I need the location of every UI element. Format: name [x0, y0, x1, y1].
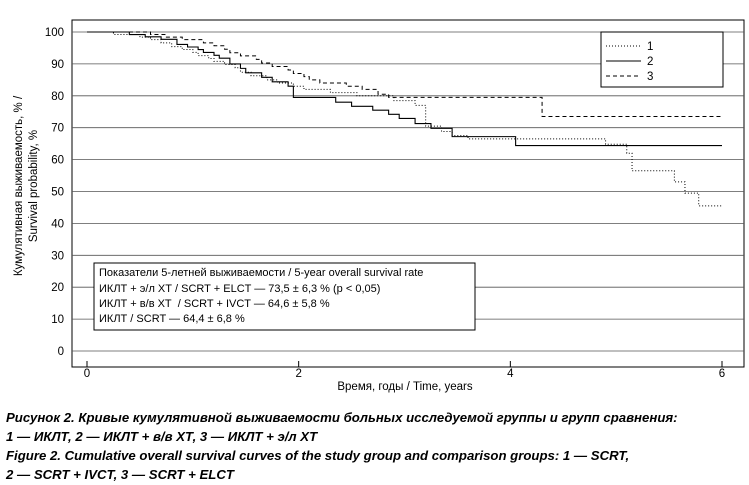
- y-tick-label: 40: [51, 218, 64, 230]
- series-1-line: [87, 31, 722, 207]
- caption-ru-line-1: Рисунок 2. Кривые кумулятивной выживаемо…: [6, 410, 678, 425]
- figure-caption: Рисунок 2. Кривые кумулятивной выживаемо…: [6, 408, 746, 484]
- x-tick-label: 2: [295, 368, 301, 380]
- annotation-title: Показатели 5-летней выживаемости / 5-yea…: [99, 267, 423, 279]
- annotation-line-2: ИКЛТ + в/в ХТ / SCRT + IVCT — 64,6 ± 5,8…: [99, 298, 330, 310]
- series-2-line: [87, 31, 722, 147]
- y-tick-label: 0: [58, 346, 64, 358]
- caption-en-line-2: 2 — SCRT + IVCT, 3 — SCRT + ELCT: [6, 467, 234, 482]
- y-tick-label: 30: [51, 250, 64, 262]
- y-tick-label: 70: [51, 123, 64, 135]
- y-tick-label: 20: [51, 282, 64, 294]
- y-tick-label: 50: [51, 187, 64, 199]
- survival-chart: 0 10 20 30 40 50 60 70 80 90 100 0 2 4 6 Кумулятивная…: [13, 19, 745, 393]
- legend-box: [600, 31, 724, 88]
- series-lines: [87, 31, 722, 207]
- legend: 1 2 3: [600, 31, 724, 88]
- x-axis-label: Время, годы / Time, years: [337, 381, 473, 393]
- y-tick-label: 80: [51, 91, 64, 103]
- caption-en-line-1: Figure 2. Cumulative overall survival cu…: [6, 448, 630, 463]
- survival-rate-annotation: Показатели 5-летней выживаемости / 5-yea…: [93, 262, 476, 331]
- legend-label-1: 1: [647, 41, 653, 53]
- y-tick-label: 10: [51, 314, 64, 326]
- legend-label-3: 3: [647, 71, 653, 83]
- series-3-line: [87, 31, 722, 118]
- y-axis-label-line2: Survival probability, %: [28, 130, 40, 242]
- y-axis-label-line1: Кумулятивная выживаемость, % /: [13, 95, 25, 276]
- y-tick-label: 90: [51, 59, 64, 71]
- annotation-line-3: ИКЛТ / SCRT — 64,4 ± 6,8 %: [99, 313, 245, 325]
- y-tick-label: 60: [51, 155, 64, 167]
- x-tick-label: 0: [84, 368, 90, 380]
- y-tick-labels: 0 10 20 30 40 50 60 70 80 90 100: [45, 27, 64, 358]
- y-tick-label: 100: [45, 27, 64, 39]
- x-tick-labels: 0 2 4 6: [84, 361, 725, 380]
- plot-frame: [71, 19, 745, 368]
- legend-label-2: 2: [647, 56, 653, 68]
- caption-ru-line-2: 1 — ИКЛТ, 2 — ИКЛТ + в/в ХТ, 3 — ИКЛТ + …: [6, 429, 318, 444]
- x-tick-label: 4: [507, 368, 514, 380]
- x-tick-label: 6: [719, 368, 725, 380]
- annotation-line-1: ИКЛТ + э/л ХТ / SCRT + ELCT — 73,5 ± 6,3…: [99, 283, 380, 295]
- annotation-box: [93, 262, 476, 331]
